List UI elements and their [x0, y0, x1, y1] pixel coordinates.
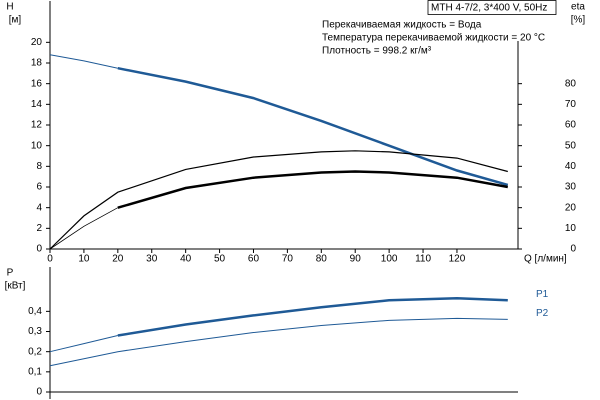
series-line — [117, 297, 508, 337]
chart-title: MTH 4-7/2, 3*400 V, 50Hz — [431, 3, 547, 14]
y2-tick-label: 60 — [565, 120, 577, 131]
y-tick-label: 20 — [31, 37, 43, 48]
y2-axis-label: eta — [571, 2, 585, 13]
y-tick-label: 0 — [36, 387, 42, 398]
y2-axis-unit: [%] — [571, 15, 586, 26]
x-tick-label: 100 — [381, 254, 398, 265]
y-tick-label: 0 — [36, 244, 42, 255]
series-label: P1 — [536, 289, 549, 300]
x-tick-label: 80 — [316, 254, 328, 265]
series-line — [49, 150, 508, 250]
y2-tick-label: 20 — [565, 202, 577, 213]
y-tick-label: 14 — [31, 99, 43, 110]
x-tick-label: 0 — [47, 254, 53, 265]
y-tick-label: 0,3 — [28, 326, 42, 337]
y-tick-label: 2 — [36, 223, 42, 234]
x-tick-label: 20 — [112, 254, 124, 265]
y-axis-unit: [м] — [9, 15, 22, 26]
x-tick-label: 90 — [350, 254, 362, 265]
series-line — [117, 170, 509, 209]
x-tick-label: 30 — [146, 254, 158, 265]
title-box — [427, 0, 557, 15]
y-tick-label: 10 — [31, 140, 43, 151]
series-line — [117, 66, 509, 187]
annotation: Перекачиваемая жидкость = Вода — [322, 20, 482, 31]
y-tick-label: 0,4 — [28, 306, 42, 317]
y-axis-label: H — [6, 2, 13, 13]
y-tick-label: 0,1 — [28, 366, 42, 377]
y2-tick-label: 10 — [565, 223, 577, 234]
y-tick-label: 8 — [36, 161, 42, 172]
y2-tick-label: 70 — [565, 99, 577, 110]
series-line — [49, 54, 118, 69]
y-tick-label: 6 — [36, 182, 42, 193]
x-tick-label: 40 — [180, 254, 192, 265]
x-tick-label: 120 — [449, 254, 466, 265]
y-tick-label: 0,2 — [28, 346, 42, 357]
series-line — [49, 207, 118, 250]
x-tick-label: 10 — [78, 254, 90, 265]
annotation: Температура перекачиваемой жидкости = 20… — [322, 33, 545, 44]
y-axis-unit: [кВт] — [5, 281, 26, 292]
series-line — [49, 317, 508, 367]
annotation: Плотность = 998.2 кг/м³ — [322, 46, 432, 57]
x-tick-label: 60 — [248, 254, 260, 265]
y2-tick-label: 80 — [565, 78, 577, 89]
y-tick-label: 18 — [31, 58, 43, 69]
y-tick-label: 16 — [31, 78, 43, 89]
x-axis-label: Q [л/мин] — [524, 254, 567, 265]
y-axis-label: P — [7, 268, 14, 279]
y2-tick-label: 40 — [565, 161, 577, 172]
x-tick-label: 110 — [415, 254, 431, 265]
y-tick-label: 4 — [36, 202, 42, 213]
x-tick-label: 70 — [282, 254, 294, 265]
series-label: P2 — [536, 308, 549, 319]
x-tick-label: 50 — [214, 254, 226, 265]
y2-tick-label: 0 — [570, 244, 576, 255]
series-line — [49, 335, 118, 353]
y2-tick-label: 30 — [565, 182, 577, 193]
y-tick-label: 12 — [31, 120, 43, 131]
y2-tick-label: 50 — [565, 140, 577, 151]
